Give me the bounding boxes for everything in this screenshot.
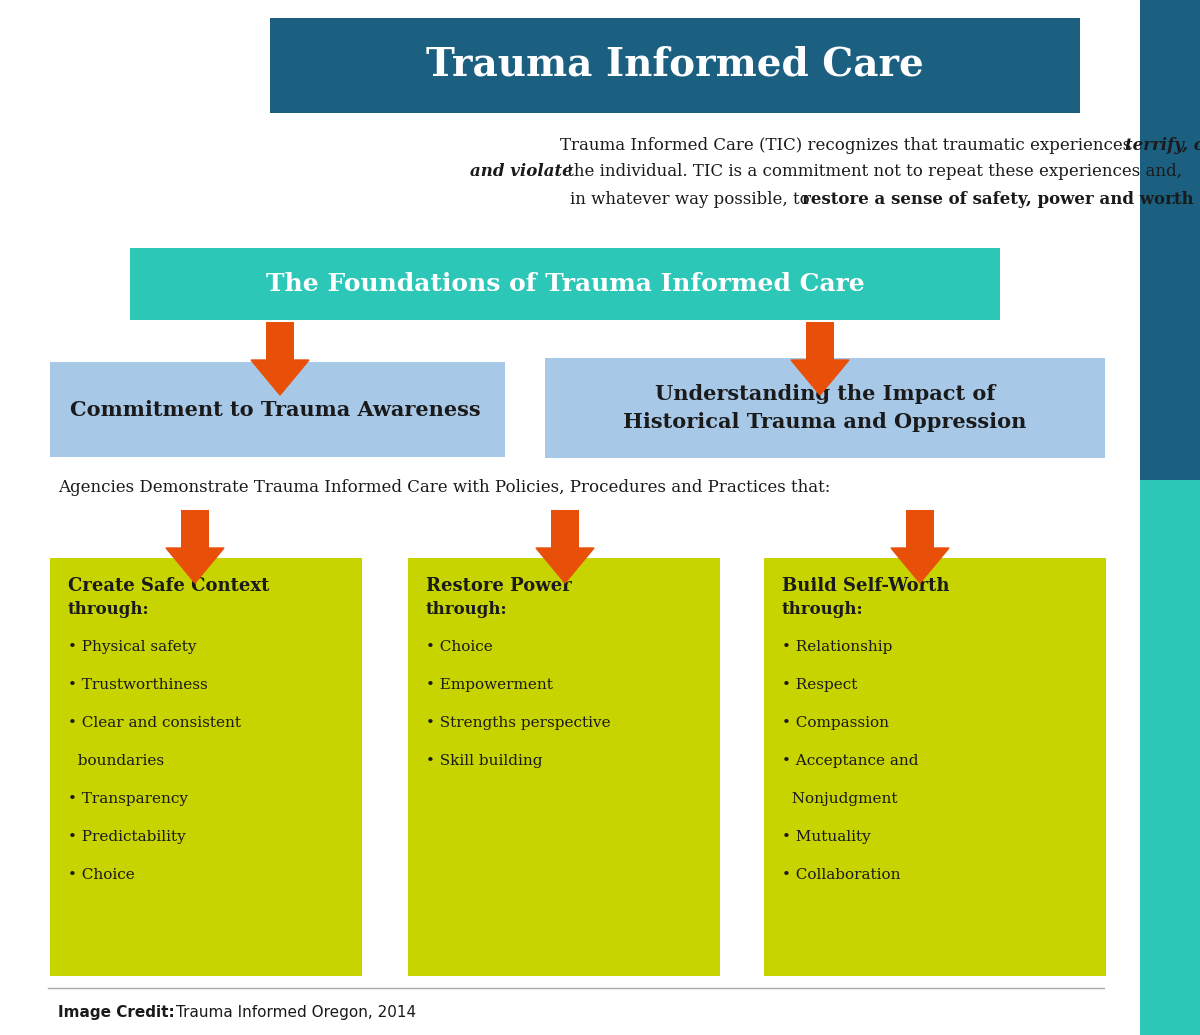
- Text: • Physical safety: • Physical safety: [68, 640, 197, 654]
- Bar: [408, 558, 720, 976]
- Text: restore a sense of safety, power and worth: restore a sense of safety, power and wor…: [802, 190, 1194, 207]
- Polygon shape: [536, 548, 594, 583]
- Text: boundaries: boundaries: [68, 755, 164, 768]
- Text: Image Credit:: Image Credit:: [58, 1005, 175, 1019]
- Text: • Empowerment: • Empowerment: [426, 678, 553, 692]
- Text: • Acceptance and: • Acceptance and: [782, 755, 918, 768]
- Text: • Compassion: • Compassion: [782, 716, 889, 730]
- Bar: [906, 510, 934, 548]
- Text: • Clear and consistent: • Clear and consistent: [68, 716, 241, 730]
- Text: • Predictability: • Predictability: [68, 830, 186, 844]
- Text: Trauma Informed Oregon, 2014: Trauma Informed Oregon, 2014: [176, 1005, 416, 1019]
- Polygon shape: [890, 548, 949, 583]
- Polygon shape: [791, 360, 850, 395]
- Polygon shape: [166, 548, 224, 583]
- Text: Understanding the Impact of
Historical Trauma and Oppression: Understanding the Impact of Historical T…: [623, 384, 1027, 432]
- Text: through:: through:: [68, 601, 150, 619]
- Bar: [806, 322, 834, 360]
- Text: and violate: and violate: [470, 164, 572, 180]
- Text: The Foundations of Trauma Informed Care: The Foundations of Trauma Informed Care: [265, 272, 864, 296]
- Bar: [50, 362, 505, 457]
- Text: • Skill building: • Skill building: [426, 755, 542, 768]
- Text: the individual. TIC is a commitment not to repeat these experiences and,: the individual. TIC is a commitment not …: [562, 164, 1182, 180]
- Bar: [270, 18, 1080, 113]
- Bar: [545, 358, 1105, 459]
- Text: Build Self-Worth: Build Self-Worth: [782, 576, 949, 595]
- Bar: [266, 322, 294, 360]
- Text: through:: through:: [782, 601, 864, 619]
- Text: Nonjudgment: Nonjudgment: [782, 792, 898, 806]
- Bar: [1140, 480, 1200, 1035]
- Text: Trauma Informed Care (TIC) recognizes that traumatic experiences: Trauma Informed Care (TIC) recognizes th…: [560, 137, 1136, 153]
- Text: terrify, overwhelm: terrify, overwhelm: [1126, 137, 1200, 153]
- Text: through:: through:: [426, 601, 508, 619]
- Text: • Transparency: • Transparency: [68, 792, 188, 806]
- Text: .: .: [1170, 190, 1175, 207]
- Text: • Choice: • Choice: [68, 868, 134, 882]
- Bar: [181, 510, 209, 548]
- Text: • Collaboration: • Collaboration: [782, 868, 900, 882]
- Text: • Strengths perspective: • Strengths perspective: [426, 716, 611, 730]
- Text: Agencies Demonstrate Trauma Informed Care with Policies, Procedures and Practice: Agencies Demonstrate Trauma Informed Car…: [58, 479, 830, 497]
- Text: • Respect: • Respect: [782, 678, 857, 692]
- Text: • Choice: • Choice: [426, 640, 493, 654]
- Bar: [1140, 0, 1200, 480]
- Text: Trauma Informed Care: Trauma Informed Care: [426, 46, 924, 84]
- Bar: [130, 248, 1000, 320]
- Text: • Trustworthiness: • Trustworthiness: [68, 678, 208, 692]
- Text: Commitment to Trauma Awareness: Commitment to Trauma Awareness: [70, 400, 480, 420]
- Bar: [764, 558, 1106, 976]
- Polygon shape: [251, 360, 310, 395]
- Text: Restore Power: Restore Power: [426, 576, 571, 595]
- Text: in whatever way possible, to: in whatever way possible, to: [570, 190, 815, 207]
- Bar: [50, 558, 362, 976]
- Text: • Mutuality: • Mutuality: [782, 830, 871, 844]
- Text: Create Safe Context: Create Safe Context: [68, 576, 269, 595]
- Text: • Relationship: • Relationship: [782, 640, 893, 654]
- Bar: [551, 510, 580, 548]
